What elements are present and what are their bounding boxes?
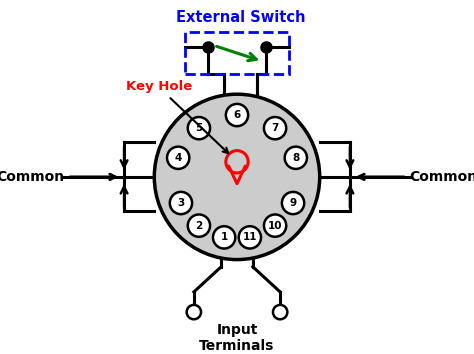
Circle shape — [187, 305, 201, 319]
Circle shape — [213, 226, 235, 249]
Text: 1: 1 — [220, 232, 228, 242]
Circle shape — [239, 226, 261, 249]
Text: 2: 2 — [195, 221, 202, 230]
Circle shape — [285, 147, 307, 169]
Text: Common: Common — [0, 170, 115, 184]
Text: 5: 5 — [195, 123, 202, 133]
Text: 6: 6 — [233, 110, 241, 120]
Circle shape — [264, 215, 286, 237]
Text: Input
Terminals: Input Terminals — [199, 323, 275, 353]
Text: Key Hole: Key Hole — [126, 80, 228, 153]
Text: 7: 7 — [272, 123, 279, 133]
Circle shape — [226, 104, 248, 126]
Text: 3: 3 — [177, 198, 184, 208]
Circle shape — [167, 147, 189, 169]
Bar — [185, 32, 289, 74]
Circle shape — [155, 94, 319, 259]
Circle shape — [282, 192, 304, 214]
Circle shape — [188, 215, 210, 237]
Text: External Switch: External Switch — [176, 10, 305, 25]
Circle shape — [273, 305, 287, 319]
Circle shape — [188, 117, 210, 139]
Text: 10: 10 — [268, 221, 283, 230]
Text: 11: 11 — [243, 232, 257, 242]
Text: 9: 9 — [290, 198, 297, 208]
Circle shape — [170, 192, 192, 214]
Circle shape — [264, 117, 286, 139]
Text: 4: 4 — [174, 153, 182, 163]
Text: 8: 8 — [292, 153, 300, 163]
Text: Common: Common — [359, 170, 474, 184]
